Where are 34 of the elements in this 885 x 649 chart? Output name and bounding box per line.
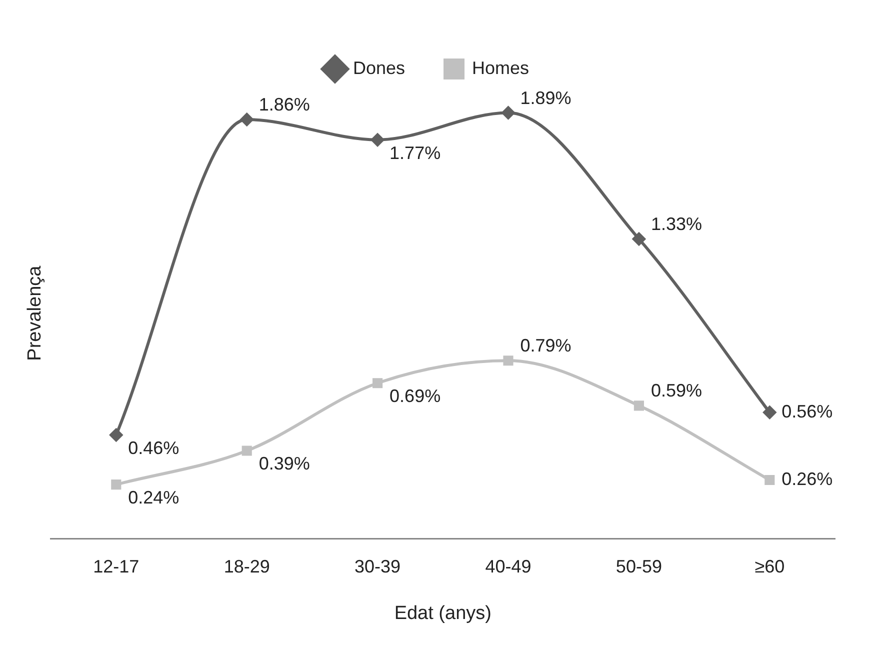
data-label: 0.24% [128, 487, 180, 508]
x-tick-label: 40-49 [485, 556, 532, 576]
data-label: 0.46% [128, 438, 180, 458]
point [632, 232, 646, 246]
data-label: 0.69% [390, 386, 441, 406]
x-tick-label: 50-59 [616, 556, 662, 576]
data-label: 1.89% [520, 88, 572, 108]
legend-label: Dones [352, 58, 406, 78]
x-tick-label: ≥60 [754, 556, 785, 576]
point [110, 428, 123, 442]
data-label: 1.77% [390, 142, 441, 163]
data-label: 0.59% [650, 380, 702, 401]
point [764, 474, 775, 486]
point [503, 356, 514, 366]
x-tick-label: 12-17 [93, 556, 140, 576]
data-label: 0.26% [782, 468, 833, 489]
x-axis-title: Edat (anys) [394, 602, 492, 624]
x-tick-label: 30-39 [354, 556, 401, 576]
point [111, 479, 122, 490]
point [502, 106, 515, 120]
point [371, 133, 384, 146]
point [242, 446, 252, 456]
point [372, 378, 383, 388]
point [634, 400, 644, 411]
point [240, 113, 254, 126]
data-label: 0.56% [782, 401, 833, 422]
legend-label: Homes [472, 58, 530, 78]
point [763, 406, 776, 419]
data-label: 1.33% [650, 214, 702, 234]
data-label: 0.79% [520, 336, 572, 356]
data-label: 0.39% [258, 454, 310, 474]
x-tick-label: 18-29 [224, 556, 270, 576]
y-axis-title: Prevalença [24, 265, 46, 361]
data-label: 1.86% [258, 94, 310, 115]
